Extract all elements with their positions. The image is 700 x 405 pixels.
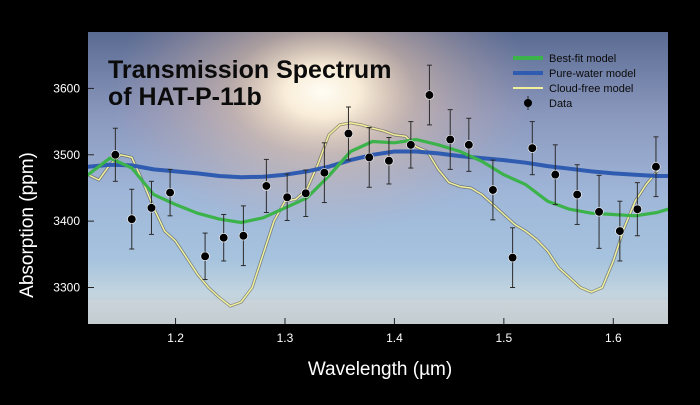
data-point xyxy=(594,207,604,217)
data-point xyxy=(615,226,625,236)
x-tick-label: 1.2 xyxy=(167,331,184,345)
chart-title-line: Transmission Spectrum xyxy=(108,56,391,84)
x-tick-label: 1.6 xyxy=(605,331,622,345)
x-axis-label: Wavelength (µm) xyxy=(308,359,452,380)
data-point xyxy=(127,214,137,224)
data-point xyxy=(424,90,435,100)
data-point xyxy=(445,134,455,145)
cloud-free-model-line xyxy=(88,122,658,307)
data-point xyxy=(219,233,229,243)
chart-title: Transmission Spectrum of HAT-P-11b xyxy=(108,56,391,111)
data-point xyxy=(572,189,582,200)
y-tick-label: 3500 xyxy=(53,148,80,162)
legend-label: Data xyxy=(549,98,573,110)
data-point xyxy=(165,188,175,198)
data-point xyxy=(200,251,210,261)
data-point xyxy=(282,192,292,202)
y-tick-label: 3300 xyxy=(53,281,80,295)
y-tick-label: 3400 xyxy=(53,214,80,228)
data-point xyxy=(110,150,120,160)
sun-glow xyxy=(112,32,532,232)
best-fit-model-line xyxy=(88,137,668,225)
data-point xyxy=(364,152,374,163)
data-point xyxy=(464,140,474,150)
legend-label: Best-fit model xyxy=(549,53,616,65)
data-point xyxy=(261,181,271,191)
cloud-layer xyxy=(88,300,668,324)
x-tick-label: 1.5 xyxy=(496,331,513,345)
legend-label: Cloud-free model xyxy=(549,83,633,95)
data-point xyxy=(632,204,642,214)
y-axis-label: Absorption (ppm) xyxy=(17,152,38,298)
x-tick-label: 1.4 xyxy=(386,331,403,345)
x-tick-label: 1.3 xyxy=(277,331,294,345)
data-point xyxy=(384,156,394,166)
data-point xyxy=(238,231,248,241)
chart-title-line: of HAT-P-11b xyxy=(108,83,262,111)
data-point xyxy=(406,140,416,150)
data-point xyxy=(550,170,560,180)
pure-water-model-line xyxy=(88,149,668,180)
y-tick-label: 3600 xyxy=(53,81,80,95)
data-point xyxy=(343,128,354,139)
legend-label: Pure-water model xyxy=(549,68,636,80)
data-point xyxy=(488,185,498,195)
data-point xyxy=(527,143,537,153)
data-point xyxy=(146,203,157,213)
data-point xyxy=(651,162,661,172)
legend-data-marker xyxy=(524,99,532,107)
data-point xyxy=(319,168,329,178)
data-point xyxy=(301,188,311,198)
data-point xyxy=(508,253,518,263)
